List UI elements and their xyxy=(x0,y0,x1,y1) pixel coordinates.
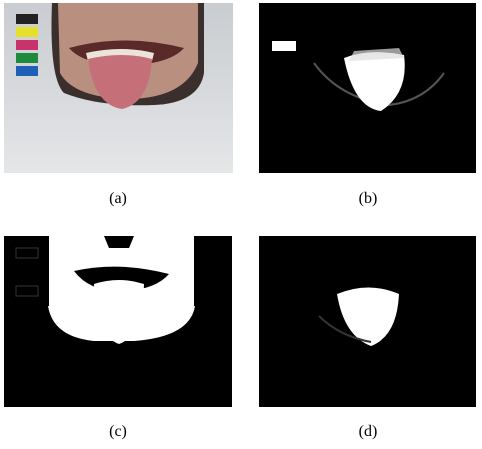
figure: (a) (b) (c) (d) xyxy=(0,0,482,449)
segmentation-b xyxy=(259,3,476,173)
segmentation-c xyxy=(4,236,232,407)
segmentation-d xyxy=(259,236,476,407)
photo-original xyxy=(4,3,233,173)
caption: (c) xyxy=(68,423,168,441)
caption: (d) xyxy=(318,423,418,441)
caption: (a) xyxy=(68,190,168,208)
caption: (b) xyxy=(318,190,418,208)
